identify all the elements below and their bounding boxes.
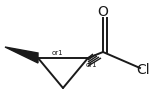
Text: or1: or1 — [85, 62, 97, 68]
Text: O: O — [98, 5, 108, 19]
Text: Cl: Cl — [136, 63, 150, 77]
Text: or1: or1 — [51, 50, 63, 56]
Polygon shape — [5, 47, 38, 63]
